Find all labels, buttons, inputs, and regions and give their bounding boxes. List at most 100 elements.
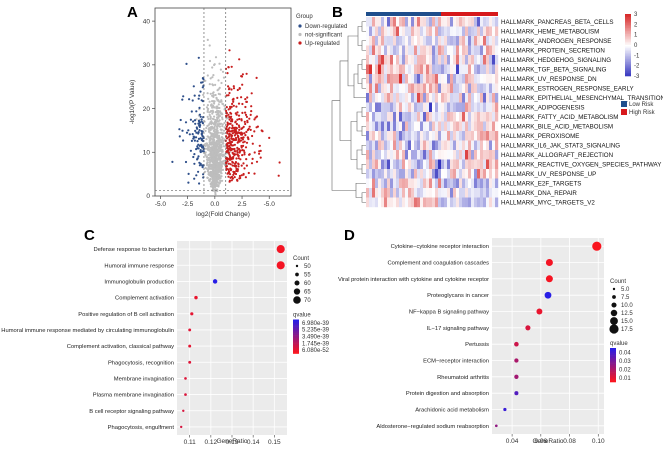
dotplot-d-dots: [494, 241, 602, 428]
heatmap-cell: [489, 74, 493, 84]
heatmap-cell: [477, 55, 481, 65]
volcano-point-down: [179, 118, 182, 122]
heatmap-cell: [375, 102, 379, 113]
heatmap-cell: [399, 169, 403, 179]
heatmap-cell: [387, 26, 391, 37]
heatmap-cell: [486, 178, 490, 189]
heatmap-cell: [420, 74, 424, 84]
heatmap-cell: [441, 64, 445, 75]
dendrogram-branch: [356, 111, 362, 132]
dotplot-dot: [180, 425, 183, 429]
heatmap-cell: [381, 188, 385, 198]
volcano-x-tick-label: 0.0: [210, 201, 219, 208]
heatmap-cell: [435, 140, 439, 151]
heatmap-cell: [405, 36, 409, 46]
volcano-point-up: [233, 176, 236, 179]
volcano-point-ns: [211, 167, 214, 170]
heatmap-cell: [447, 17, 451, 27]
volcano-point-up: [241, 102, 244, 106]
heatmap-cell: [465, 102, 469, 113]
dotplot-qvalue-gradient-step: [293, 339, 299, 342]
heatmap-cell: [369, 93, 373, 103]
heatmap-cell: [372, 36, 376, 46]
volcano-point-up: [278, 161, 281, 164]
heatmap-cell: [450, 159, 454, 170]
volcano-point-up: [232, 173, 235, 176]
heatmap-cell: [486, 112, 490, 122]
volcano-point-ns: [209, 77, 212, 80]
heatmap-cell: [483, 26, 487, 37]
volcano-point-ns: [221, 155, 224, 158]
heatmap-cell: [417, 159, 421, 170]
heatmap-cell: [366, 112, 370, 122]
dotplot-category-label: NF−kappa B signaling pathway: [409, 310, 489, 316]
volcano-point-up: [239, 158, 242, 161]
heatmap-cell: [441, 121, 445, 132]
volcano-point-ns: [219, 123, 222, 126]
heatmap-cell: [411, 150, 415, 160]
heatmap-cell: [387, 159, 391, 170]
dotplot-dot: [184, 377, 187, 380]
volcano-point-up: [232, 100, 235, 103]
heatmap-cell: [489, 159, 493, 170]
heatmap-cell: [432, 93, 436, 103]
heatmap-cell: [393, 178, 397, 189]
heatmap-cell: [435, 178, 439, 189]
heatmap-cell: [486, 169, 490, 179]
heatmap-cell: [393, 45, 397, 56]
heatmap-cell: [414, 188, 418, 198]
dotplot-count-legend-label: 10.0: [621, 303, 633, 309]
heatmap-cell: [417, 74, 421, 84]
heatmap-cell: [492, 159, 496, 170]
dendrogram-branch: [361, 163, 366, 175]
volcano-point-up: [236, 96, 239, 99]
volcano-point-ns: [209, 177, 212, 180]
volcano-point-down: [185, 131, 189, 134]
heatmap-cell: [411, 36, 415, 46]
volcano-point-ns: [218, 125, 221, 128]
heatmap-cell: [378, 150, 382, 160]
volcano-point-up: [251, 134, 254, 138]
heatmap-cell: [396, 17, 400, 27]
heatmap-cell: [465, 55, 469, 65]
volcano-point-ns: [217, 175, 220, 178]
dotplot-count-legend-dot: [611, 302, 617, 308]
heatmap-cell: [459, 112, 463, 122]
heatmap-cell: [426, 64, 430, 75]
heatmap-cell: [441, 197, 445, 208]
heatmap-cell: [438, 169, 442, 179]
heatmap-cell: [423, 197, 427, 208]
volcano-point-ns: [223, 108, 226, 111]
heatmap-cell: [387, 140, 391, 151]
heatmap-cell: [426, 197, 430, 208]
volcano-point-down: [197, 131, 200, 134]
heatmap-cell: [369, 102, 373, 113]
heatmap-cell: [372, 169, 376, 179]
heatmap-row-label: HALLMARK_HEME_METABOLISM: [501, 29, 599, 36]
volcano-point-up: [241, 149, 244, 152]
heatmap-cell: [477, 64, 481, 75]
heatmap-cell: [489, 83, 493, 94]
volcano-point-up: [226, 123, 229, 126]
heatmap-cell: [486, 188, 490, 198]
heatmap-cell: [435, 121, 439, 132]
heatmap-cell: [486, 55, 490, 65]
heatmap-cell: [495, 112, 499, 122]
dotplot-c-legend: Count5055606570qvalue6.980e-395.235e-393…: [293, 256, 330, 354]
heatmap-cell: [471, 121, 475, 132]
dotplot-x-tick-label: 0.14: [247, 439, 260, 446]
volcano-point-ns: [211, 100, 214, 103]
volcano-x-tick-label: 2.5: [238, 201, 247, 208]
heatmap-scale-step: [625, 57, 631, 60]
dotplot-c-x-ticks: 0.11 0.12 0.13 0.14 0.15: [184, 435, 281, 446]
volcano-point-down: [200, 144, 203, 147]
heatmap-cell: [480, 55, 484, 65]
heatmap-cell: [480, 169, 484, 179]
volcano-point-ns: [220, 81, 223, 85]
volcano-point-ns: [221, 102, 224, 105]
heatmap-cell: [414, 55, 418, 65]
volcano-point-up: [234, 138, 237, 142]
heatmap-cell: [492, 45, 496, 56]
volcano-point-up: [230, 130, 233, 133]
heatmap-cell: [480, 121, 484, 132]
